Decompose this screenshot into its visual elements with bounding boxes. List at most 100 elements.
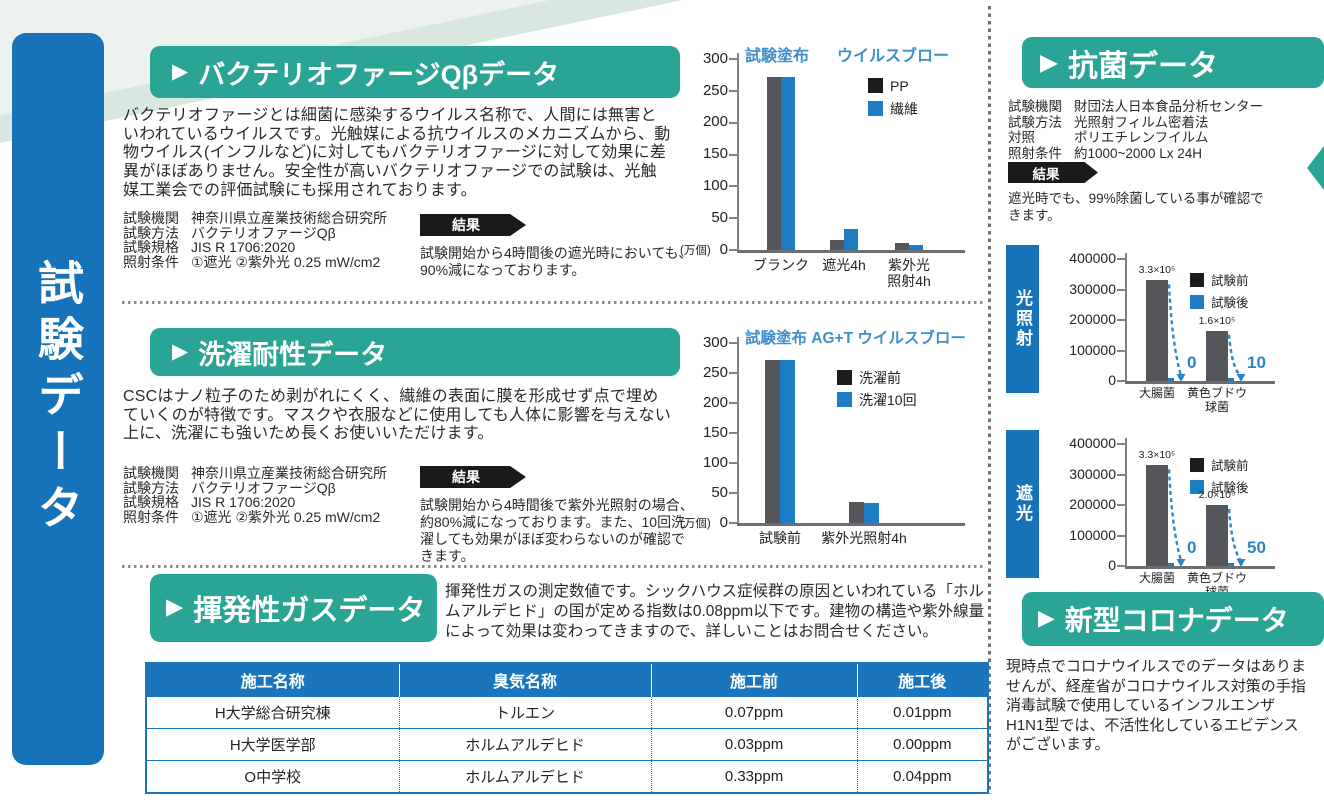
bar-value-annotation: 1.6×10⁵	[1198, 314, 1236, 327]
spec-label: 試験方法	[123, 224, 179, 241]
y-tick-label: 200	[702, 113, 728, 131]
table-cell: 0.04ppm	[856, 760, 987, 792]
spec-row: 対照 ポリエチレンフイルム	[1008, 130, 1318, 146]
y-axis	[1125, 253, 1127, 381]
table-cell: 0.00ppm	[856, 728, 987, 761]
y-tick-label: 50	[711, 483, 728, 501]
legend-label: 試験前	[1211, 459, 1249, 473]
y-tick	[729, 217, 737, 220]
bar-試験後	[1168, 378, 1174, 381]
section-header-corona: ▶ 新型コロナデータ	[1022, 592, 1324, 646]
bar-洗濯前	[765, 359, 780, 523]
legend-item: 洗濯前	[837, 368, 901, 388]
y-tick	[1117, 319, 1125, 321]
bar-value-annotation: 3.3×10⁵	[1138, 264, 1176, 277]
gas-table: 施工名称 臭気名称 施工前 施工後 H大学総合研究棟 トルエン 0.07ppm 0.01pp…	[147, 664, 987, 792]
spec-label: 試験規格	[123, 239, 179, 256]
y-tick-label: 200000	[1069, 311, 1116, 328]
section-arrow-icon: ▶	[172, 340, 189, 363]
table-cell: H大学総合研究棟	[147, 696, 399, 729]
y-tick-label: 300	[702, 49, 728, 67]
spec-row: 照射条件 ①遮光 ②紫外光 0.25 mW/cm2	[123, 255, 423, 270]
y-tick	[1117, 258, 1125, 260]
y-tick	[729, 185, 737, 188]
spec-label: 照射条件	[123, 254, 179, 271]
arrow-result-label: 50	[1247, 538, 1266, 557]
legend-item: PP	[868, 78, 909, 94]
bar-PP	[830, 240, 844, 250]
result-badge: 結果	[1008, 162, 1098, 183]
y-tick-label: 150	[702, 145, 728, 163]
y-axis	[737, 53, 739, 250]
table-cell: トルエン	[398, 696, 651, 729]
legend-swatch	[1190, 295, 1204, 309]
antibacterial-spec-list: 試験機関 財団法人日本食品分析センター 試験方法 光照射フィルム密着法 対照 ポリエチレン…	[1008, 99, 1318, 161]
section-header-gas: ▶ 揮発性ガスデータ	[150, 574, 437, 642]
spec-label: 試験方法	[1008, 114, 1062, 130]
spec-value: 約1000~2000 Lx 24H	[1074, 145, 1202, 161]
page-title: 試験データ	[32, 258, 84, 540]
sidebar-banner: 試験データ	[12, 33, 104, 765]
x-axis	[1125, 566, 1275, 569]
section-header-laundry: ▶ 洗濯耐性データ	[150, 328, 680, 376]
table-cell: H大学医学部	[147, 728, 399, 761]
x-axis	[737, 250, 965, 253]
y-tick-label: 300000	[1069, 280, 1116, 297]
table-header-cell: 施工前	[650, 664, 857, 697]
spec-value: ①遮光 ②紫外光 0.25 mW/cm2	[191, 509, 381, 526]
y-tick-label: 400000	[1069, 435, 1116, 452]
chart-title: 試験塗布	[745, 48, 810, 65]
section-title: バクテリオファージQβデータ	[198, 59, 560, 90]
section-arrow-icon: ▶	[1040, 48, 1058, 75]
bar-value-annotation: 3.3×10⁵	[1138, 449, 1176, 462]
y-tick-label: 100	[702, 453, 728, 471]
bar-試験後	[1228, 378, 1234, 381]
y-tick-label: 0	[719, 240, 728, 258]
gas-table-wrap: 施工名称 臭気名称 施工前 施工後 H大学総合研究棟 トルエン 0.07ppm 0.01pp…	[145, 662, 989, 794]
spec-label: 試験方法	[123, 479, 179, 496]
spec-row: 試験方法 光照射フィルム密着法	[1008, 115, 1318, 131]
spec-label: 照射条件	[1008, 145, 1062, 161]
y-tick	[729, 342, 737, 344]
legend-swatch	[1190, 273, 1204, 287]
section-header-antibacterial: ▶ 抗菌データ	[1022, 37, 1324, 88]
spec-value: 財団法人日本食品分析センター	[1074, 99, 1263, 114]
y-tick-label: 150	[702, 423, 728, 441]
table-row: O中学校 ホルムアルデヒド 0.33ppm 0.04ppm	[147, 760, 987, 792]
legend-swatch	[837, 392, 852, 407]
y-tick	[1117, 443, 1125, 445]
bar-chart-antibacterial-shaded: 遮光 0 100000 200000 300000 400000 試験前 試験後 大腸菌 3.3×…	[1006, 421, 1324, 601]
spec-value: バクテリオファージQβ	[191, 224, 336, 241]
y-tick	[729, 372, 737, 374]
x-category-label: 紫外光 照射4h	[887, 257, 931, 289]
y-tick	[729, 462, 737, 464]
x-category-label: 大腸菌	[1138, 386, 1176, 400]
legend-swatch	[837, 370, 852, 385]
table-cell: O中学校	[147, 760, 399, 792]
chart-title: 試験塗布 AG+T ウイルスブロー	[745, 330, 966, 347]
spec-label: 試験機関	[1008, 99, 1062, 114]
y-tick	[729, 89, 737, 92]
x-category-label: 紫外光照射4h	[821, 530, 907, 546]
result-badge-label: 結果	[452, 217, 480, 233]
y-tick-label: 100000	[1069, 341, 1116, 358]
spec-value: ①遮光 ②紫外光 0.25 mW/cm2	[191, 254, 381, 271]
result-badge: 結果	[420, 214, 526, 236]
spec-value: ポリエチレンフイルム	[1074, 130, 1209, 146]
bar-繊維	[844, 228, 858, 250]
table-row: H大学医学部 ホルムアルデヒド 0.03ppm 0.00ppm	[147, 728, 987, 761]
spec-row: 試験方法 バクテリオファージQβ	[123, 479, 423, 496]
section-header-bacteriophage: ▶ バクテリオファージQβデータ	[150, 46, 680, 98]
spec-row: 照射条件 約1000~2000 Lx 24H	[1008, 146, 1318, 162]
bar-chart-laundry: 0 50 100 150 200 250 300 (万個) 試験塗布 AG+T ウイルスブロー洗…	[680, 298, 992, 560]
table-cell: 0.01ppm	[856, 696, 987, 729]
section-divider-2	[122, 565, 984, 568]
spec-label: 試験機関	[123, 465, 179, 481]
arrow-result-label: 0	[1187, 538, 1197, 557]
table-header-cell: 施工名称	[147, 664, 399, 697]
y-tick	[729, 249, 737, 251]
table-header-cell: 臭気名称	[398, 664, 651, 697]
y-tick-label: 300000	[1069, 465, 1116, 482]
spec-row: 試験機関 神奈川県立産業技術総合研究所	[123, 466, 423, 481]
legend-item: 繊維	[868, 99, 918, 119]
